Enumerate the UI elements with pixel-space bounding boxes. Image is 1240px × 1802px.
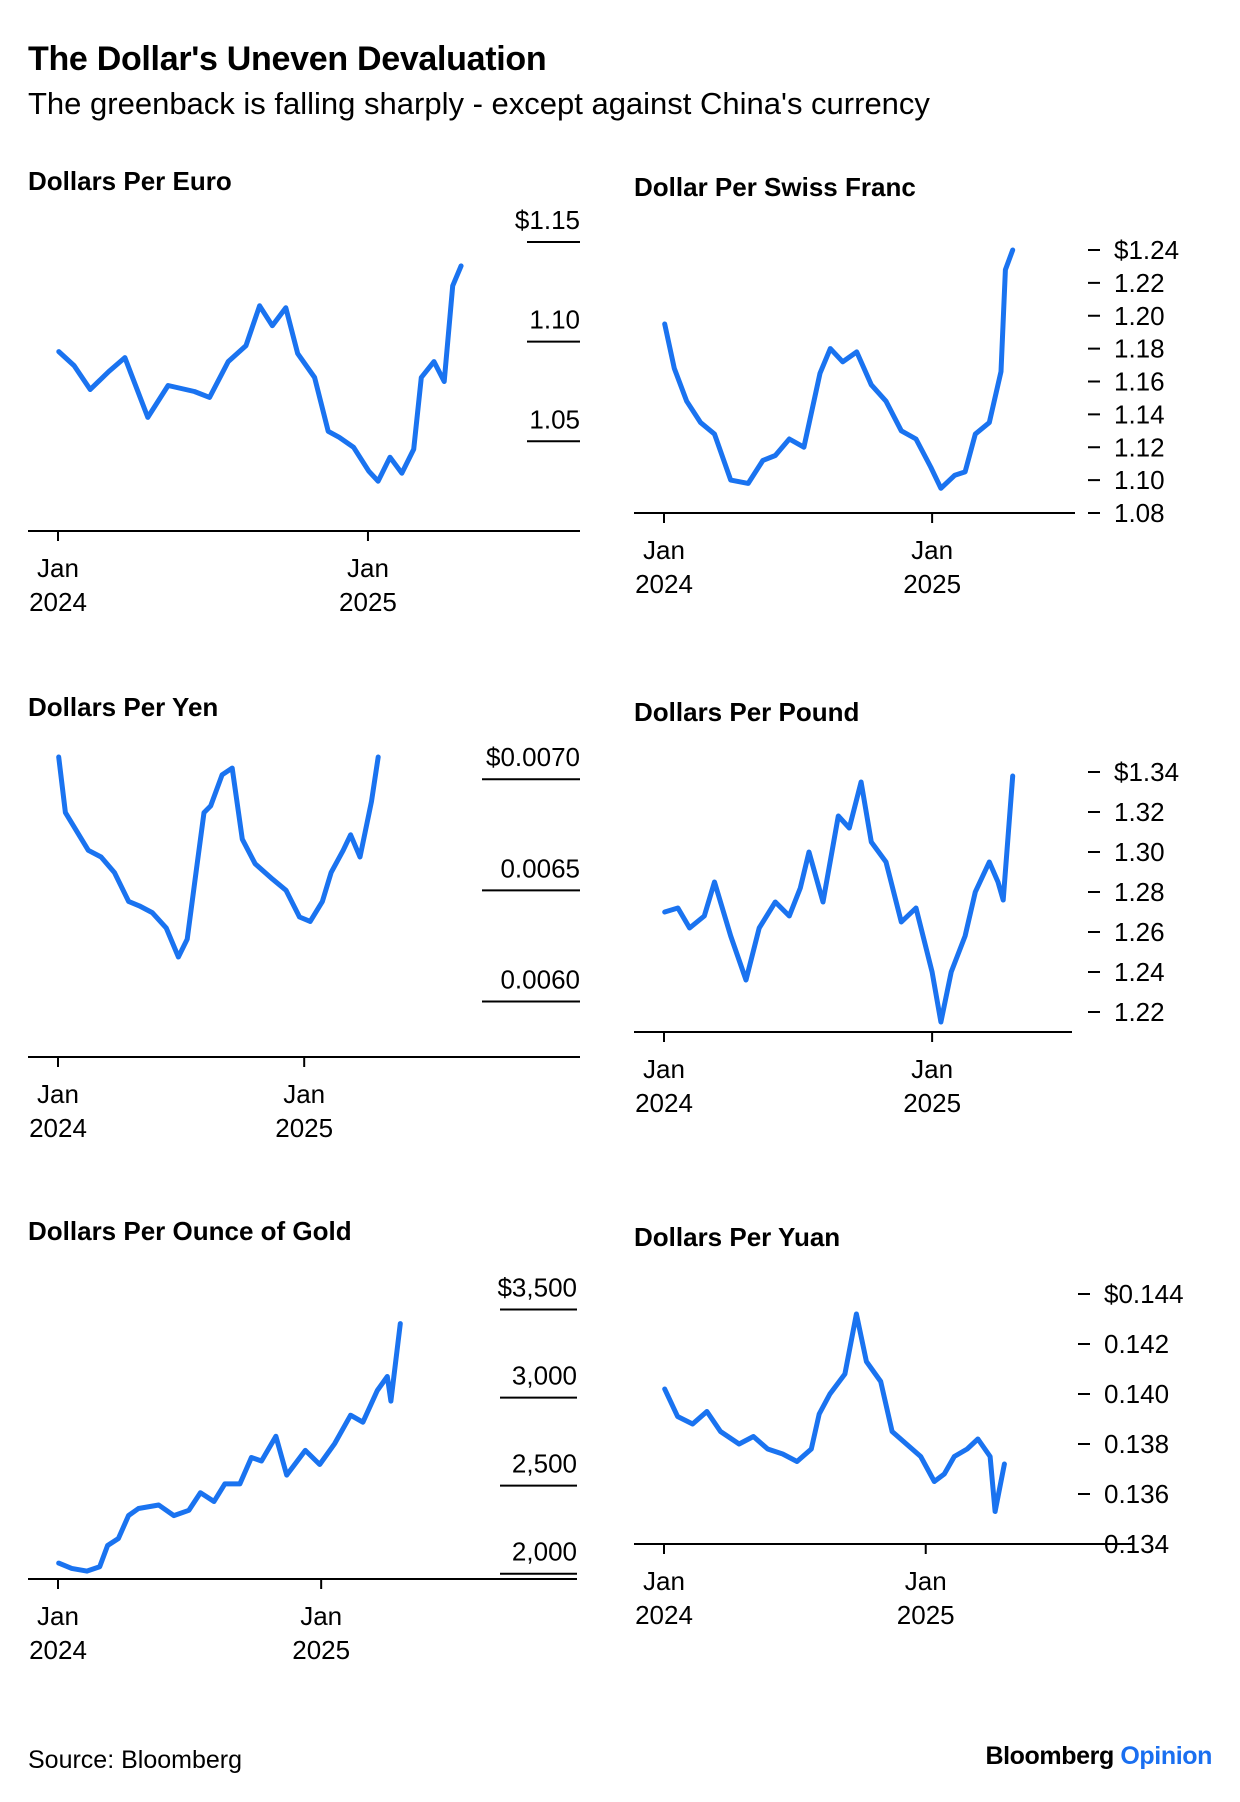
y-tick-label: 0.0065 (500, 853, 580, 883)
x-tick-year-label: 2024 (635, 1088, 693, 1118)
y-tick-label: $1.24 (1114, 235, 1179, 265)
y-tick-label: 1.24 (1114, 957, 1165, 987)
panel-title-euro: Dollars Per Euro (28, 166, 232, 196)
x-tick-label: Jan (905, 1566, 947, 1596)
y-tick-label: 1.10 (529, 305, 580, 335)
y-tick-label: 1.20 (1114, 301, 1165, 331)
y-tick-label: 1.08 (1114, 498, 1165, 528)
series-line-yuan (662, 1311, 1007, 1514)
x-tick-year-label: 2025 (275, 1113, 333, 1143)
y-tick-label: $1.15 (515, 205, 580, 235)
y-tick-label: 1.18 (1114, 334, 1165, 364)
page-subtitle: The greenback is falling sharply - excep… (28, 86, 930, 121)
panel-title-yuan: Dollars Per Yuan (634, 1222, 841, 1252)
x-tick-year-label: 2025 (903, 569, 961, 599)
y-tick-label: 1.14 (1114, 399, 1165, 429)
x-tick-year-label: 2025 (903, 1088, 961, 1118)
x-tick-year-label: 2024 (29, 587, 87, 617)
x-tick-year-label: 2024 (29, 1113, 87, 1143)
panel-title-pound: Dollars Per Pound (634, 697, 860, 727)
chart-pound: $1.34 1.32 1.30 1.28 1.26 1.24 1.22 Jan 2024 Jan 2… (634, 757, 1179, 1118)
y-tick-label: 2,000 (512, 1537, 577, 1567)
x-tick-label: Jan (37, 1601, 79, 1631)
x-tick-year-label: 2025 (897, 1600, 955, 1630)
x-tick-label: Jan (283, 1079, 325, 1109)
y-tick-label: 1.28 (1114, 877, 1165, 907)
logo-suffix: Opinion (1120, 1742, 1212, 1770)
bloomberg-opinion-logo: Bloomberg Opinion (985, 1742, 1212, 1771)
y-tick-label: 1.22 (1114, 997, 1165, 1027)
chart-yen: $0.0070 0.0065 0.0060 Jan 2024 Jan 2025 (28, 742, 580, 1143)
y-tick-label: 1.16 (1114, 367, 1165, 397)
x-tick-label: Jan (37, 553, 79, 583)
y-tick-label: $1.34 (1114, 757, 1179, 787)
y-tick-label: 2,500 (512, 1449, 577, 1479)
y-tick-label: $0.144 (1104, 1279, 1184, 1309)
y-tick-label: 1.26 (1114, 917, 1165, 947)
panel-title-swiss-franc: Dollar Per Swiss Franc (634, 172, 916, 202)
y-tick-label: 1.05 (529, 404, 580, 434)
x-tick-label: Jan (37, 1079, 79, 1109)
x-tick-label: Jan (911, 1054, 953, 1084)
y-tick-label: 1.22 (1114, 268, 1165, 298)
x-tick-year-label: 2024 (29, 1635, 87, 1665)
x-tick-label: Jan (911, 535, 953, 565)
y-tick-label: 1.32 (1114, 797, 1165, 827)
x-tick-year-label: 2025 (292, 1635, 350, 1665)
x-tick-label: Jan (643, 1054, 685, 1084)
x-tick-year-label: 2025 (339, 587, 397, 617)
panel-title-gold: Dollars Per Ounce of Gold (28, 1216, 352, 1246)
x-tick-label: Jan (347, 553, 389, 583)
y-tick-label: $0.0070 (486, 742, 580, 772)
x-tick-label: Jan (643, 1566, 685, 1596)
chart-swiss-franc: $1.241.221.201.181.161.141.121.101.08 Jan… (634, 235, 1179, 599)
y-tick-label: 0.136 (1104, 1479, 1169, 1509)
series-line-pound (662, 773, 1016, 1025)
logo-name: Bloomberg (985, 1742, 1114, 1770)
y-tick-label: 0.138 (1104, 1429, 1169, 1459)
y-tick-label: 0.140 (1104, 1379, 1169, 1409)
series-line-swiss-franc (662, 247, 1016, 491)
y-tick-label: 1.30 (1114, 837, 1165, 867)
y-tick-label: 1.10 (1114, 465, 1165, 495)
y-tick-label: 0.0060 (500, 964, 580, 994)
chart-euro: $1.15 1.10 1.05 Jan 2024 Jan 2025 (28, 205, 580, 617)
page-title: The Dollar's Uneven Devaluation (28, 40, 547, 78)
series-line-yen (56, 754, 381, 960)
series-line-euro (56, 263, 464, 484)
y-tick-label: 0.142 (1104, 1329, 1169, 1359)
y-tick-label: 3,000 (512, 1361, 577, 1391)
x-tick-label: Jan (643, 535, 685, 565)
x-tick-year-label: 2024 (635, 1600, 693, 1630)
series-line-gold (56, 1321, 403, 1574)
x-tick-label: Jan (300, 1601, 342, 1631)
y-tick-label: $3,500 (497, 1273, 577, 1303)
chart-gold: $3,500 3,000 2,500 2,000 Jan 2024 Jan 2025 (28, 1273, 577, 1665)
chart-yuan: $0.1440.1420.1400.1380.1360.134Jan2024Ja… (634, 1279, 1184, 1630)
panel-title-yen: Dollars Per Yen (28, 692, 219, 722)
y-tick-label: 1.12 (1114, 432, 1165, 462)
x-tick-year-label: 2024 (635, 569, 693, 599)
source-note: Source: Bloomberg (28, 1746, 243, 1774)
